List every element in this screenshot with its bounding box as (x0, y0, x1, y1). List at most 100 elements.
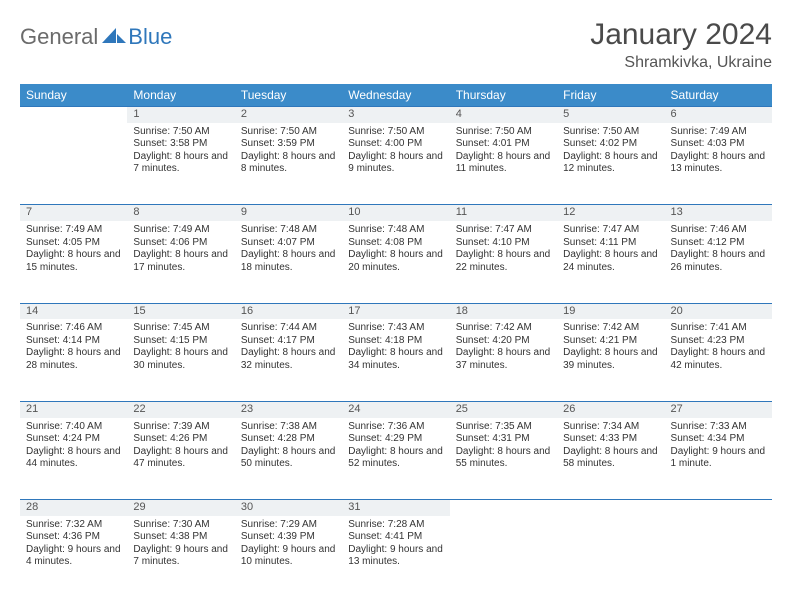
sunset-line: Sunset: 4:01 PM (456, 138, 551, 151)
week-number-row: 21222324252627 (20, 401, 772, 417)
day-number-cell: 25 (450, 401, 557, 417)
day-number-cell: 23 (235, 401, 342, 417)
day-number-cell: 19 (557, 303, 664, 319)
sunset-line: Sunset: 4:14 PM (26, 335, 121, 348)
week-number-row: 78910111213 (20, 205, 772, 221)
sunrise-line: Sunrise: 7:43 AM (348, 322, 443, 335)
sunset-line: Sunset: 4:05 PM (26, 237, 121, 250)
week-content-row: Sunrise: 7:32 AMSunset: 4:36 PM Daylight:… (20, 516, 772, 598)
day-content-cell: Sunrise: 7:48 AMSunset: 4:07 PMDaylight:… (235, 221, 342, 303)
column-header: Wednesday (342, 84, 449, 107)
daylight-line: Daylight: 8 hours and 58 minutes. (563, 446, 658, 471)
day-content-cell: Sunrise: 7:49 AMSunset: 4:06 PMDaylight:… (127, 221, 234, 303)
daylight-line: Daylight: 8 hours and 28 minutes. (26, 347, 121, 372)
column-header: Sunday (20, 84, 127, 107)
daylight-line: Daylight: 9 hours and 10 minutes. (241, 544, 336, 569)
sunrise-line: Sunrise: 7:49 AM (133, 224, 228, 237)
calendar-table: SundayMondayTuesdayWednesdayThursdayFrid… (20, 84, 772, 598)
sunrise-line: Sunrise: 7:32 AM (26, 519, 121, 532)
sunset-line: Sunset: 4:28 PM (241, 433, 336, 446)
day-content-cell: Sunrise: 7:47 AMSunset: 4:10 PMDaylight:… (450, 221, 557, 303)
day-number-cell: 12 (557, 205, 664, 221)
day-content-cell: Sunrise: 7:43 AMSunset: 4:18 PMDaylight:… (342, 319, 449, 401)
daylight-line: Daylight: 8 hours and 17 minutes. (133, 249, 228, 274)
day-content-cell: Sunrise: 7:45 AMSunset: 4:15 PMDaylight:… (127, 319, 234, 401)
daylight-line: Daylight: 8 hours and 11 minutes. (456, 151, 551, 176)
column-header: Thursday (450, 84, 557, 107)
sunset-line: Sunset: 4:24 PM (26, 433, 121, 446)
daylight-line: Daylight: 8 hours and 18 minutes. (241, 249, 336, 274)
daylight-line: Daylight: 8 hours and 42 minutes. (671, 347, 766, 372)
day-content-cell: Sunrise: 7:41 AMSunset: 4:23 PMDaylight:… (665, 319, 772, 401)
day-number-cell: 4 (450, 107, 557, 123)
week-content-row: Sunrise: 7:50 AM Sunset: 3:58 PM Daylight:… (20, 123, 772, 205)
daylight-line: Daylight: 8 hours and 26 minutes. (671, 249, 766, 274)
daylight-line: Daylight: 9 hours and 13 minutes. (348, 544, 443, 569)
sunrise-line: Sunrise: 7:42 AM (563, 322, 658, 335)
column-header: Saturday (665, 84, 772, 107)
sunrise-line: Sunrise: 7:50 AM (241, 126, 336, 139)
sunset-line: Sunset: 3:59 PM (241, 138, 336, 151)
day-content-cell: Sunrise: 7:34 AMSunset: 4:33 PMDaylight:… (557, 418, 664, 500)
day-number-cell: 2 (235, 107, 342, 123)
day-content-cell (665, 516, 772, 598)
day-content-cell: Sunrise: 7:50 AMSunset: 3:59 PMDaylight:… (235, 123, 342, 205)
daylight-line: Daylight: 8 hours and 37 minutes. (456, 347, 551, 372)
daylight-line: Daylight: 8 hours and 24 minutes. (563, 249, 658, 274)
sunrise-line: Sunrise: 7:50 AM (348, 126, 443, 139)
sunset-line: Sunset: 4:23 PM (671, 335, 766, 348)
day-content-cell: Sunrise: 7:28 AMSunset: 4:41 PMDaylight:… (342, 516, 449, 598)
brand-word-2: Blue (128, 24, 172, 50)
sunset-line: Sunset: 4:08 PM (348, 237, 443, 250)
day-content-cell: Sunrise: 7:49 AMSunset: 4:03 PMDaylight:… (665, 123, 772, 205)
day-content-cell (557, 516, 664, 598)
day-content-cell: Sunrise: 7:39 AMSunset: 4:26 PMDaylight:… (127, 418, 234, 500)
day-number-cell: 11 (450, 205, 557, 221)
sunrise-line: Sunrise: 7:28 AM (348, 519, 443, 532)
day-number-cell: 30 (235, 500, 342, 516)
brand-word-1: General (20, 24, 98, 50)
location-label: Shramkivka, Ukraine (590, 54, 772, 72)
header: General Blue January 2024 Shramkivka, Uk… (20, 18, 772, 72)
daylight-line: Daylight: 8 hours and 20 minutes. (348, 249, 443, 274)
day-number-cell: 1 (127, 107, 234, 123)
day-number-cell: 7 (20, 205, 127, 221)
sunset-line: Sunset: 4:17 PM (241, 335, 336, 348)
day-number-cell: 10 (342, 205, 449, 221)
day-content-cell: Sunrise: 7:50 AMSunset: 4:02 PMDaylight:… (557, 123, 664, 205)
daylight-line: Daylight: 8 hours and 13 minutes. (671, 151, 766, 176)
day-number-cell: 9 (235, 205, 342, 221)
day-content-cell: Sunrise: 7:42 AMSunset: 4:21 PMDaylight:… (557, 319, 664, 401)
sunset-line: Sunset: 4:34 PM (671, 433, 766, 446)
day-content-cell: Sunrise: 7:32 AMSunset: 4:36 PMDaylight:… (20, 516, 127, 598)
daylight-line: Daylight: 8 hours and 47 minutes. (133, 446, 228, 471)
sunrise-line: Sunrise: 7:38 AM (241, 421, 336, 434)
sunset-line: Sunset: 4:39 PM (241, 531, 336, 544)
week-content-row: Sunrise: 7:46 AMSunset: 4:14 PMDaylight:… (20, 319, 772, 401)
sunset-line: Sunset: 4:10 PM (456, 237, 551, 250)
day-content-cell: Sunrise: 7:48 AMSunset: 4:08 PMDaylight:… (342, 221, 449, 303)
sunset-line: Sunset: 3:58 PM (133, 138, 228, 151)
week-content-row: Sunrise: 7:40 AMSunset: 4:24 PMDaylight:… (20, 418, 772, 500)
sunrise-line: Sunrise: 7:49 AM (26, 224, 121, 237)
day-content-cell: Sunrise: 7:38 AMSunset: 4:28 PMDaylight:… (235, 418, 342, 500)
sunrise-line: Sunrise: 7:47 AM (563, 224, 658, 237)
day-number-cell: 29 (127, 500, 234, 516)
sunset-line: Sunset: 4:06 PM (133, 237, 228, 250)
day-content-cell: Sunrise: 7:30 AMSunset: 4:38 PMDaylight:… (127, 516, 234, 598)
daylight-line: Daylight: 8 hours and 44 minutes. (26, 446, 121, 471)
sunrise-line: Sunrise: 7:47 AM (456, 224, 551, 237)
sunset-line: Sunset: 4:12 PM (671, 237, 766, 250)
day-content-cell: Sunrise: 7:35 AMSunset: 4:31 PMDaylight:… (450, 418, 557, 500)
daylight-line: Daylight: 9 hours and 7 minutes. (133, 544, 228, 569)
sunrise-line: Sunrise: 7:29 AM (241, 519, 336, 532)
sunrise-line: Sunrise: 7:48 AM (241, 224, 336, 237)
sunset-line: Sunset: 4:36 PM (26, 531, 121, 544)
sunset-line: Sunset: 4:18 PM (348, 335, 443, 348)
day-number-cell: 20 (665, 303, 772, 319)
day-content-cell: Sunrise: 7:36 AMSunset: 4:29 PMDaylight:… (342, 418, 449, 500)
day-content-cell (20, 123, 127, 205)
sunrise-line: Sunrise: 7:46 AM (26, 322, 121, 335)
sunset-line: Sunset: 4:26 PM (133, 433, 228, 446)
daylight-line: Daylight: 8 hours and 32 minutes. (241, 347, 336, 372)
